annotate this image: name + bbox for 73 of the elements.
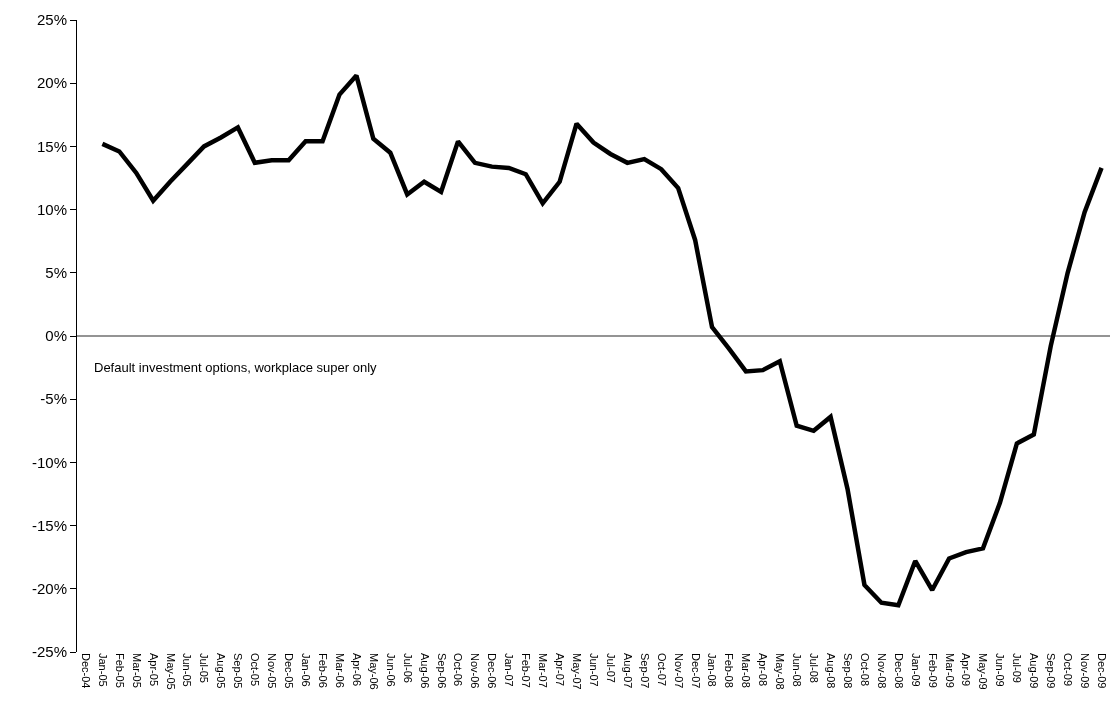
x-tick-label: Jun-05 <box>181 653 194 687</box>
x-tick-label: Feb-08 <box>723 653 736 688</box>
y-tick-label: 25% <box>36 11 67 29</box>
y-tick-label: -15% <box>31 516 67 534</box>
y-tick-label: -25% <box>31 643 67 661</box>
x-tick-label: Apr-07 <box>554 653 567 687</box>
x-tick-label: Jun-07 <box>587 653 600 687</box>
x-tick-label: Feb-07 <box>520 653 533 688</box>
x-tick-label: Oct-06 <box>452 653 465 687</box>
x-tick-label: Oct-09 <box>1062 653 1075 687</box>
x-tick-label: Mar-09 <box>943 653 956 688</box>
x-tick-label: Jul-09 <box>1011 653 1024 683</box>
x-tick-label: Feb-09 <box>926 653 939 688</box>
x-tick-label: Dec-04 <box>79 653 92 689</box>
y-tick-label: 10% <box>36 200 67 218</box>
x-tick-label: Mar-07 <box>537 653 550 688</box>
x-tick-label: Oct-07 <box>655 653 668 687</box>
x-tick-label: Sep-05 <box>232 653 245 689</box>
x-tick-label: Mar-08 <box>740 653 753 688</box>
x-tick-label: Nov-06 <box>469 653 482 689</box>
x-tick-label: Nov-09 <box>1079 653 1092 689</box>
x-tick-label: May-07 <box>570 653 583 690</box>
y-tick-label: 5% <box>45 264 67 282</box>
x-tick-label: Apr-06 <box>350 653 363 687</box>
y-tick-label: -20% <box>31 580 67 598</box>
x-tick-label: Mar-06 <box>333 653 346 688</box>
x-tick-label: Jun-09 <box>994 653 1007 687</box>
x-tick-label: Dec-07 <box>689 653 702 689</box>
x-tick-label: May-09 <box>977 653 990 690</box>
x-tick-label: May-05 <box>164 653 177 690</box>
x-tick-label: Oct-05 <box>249 653 262 687</box>
x-tick-label: Aug-08 <box>825 653 838 689</box>
x-tick-label: Aug-06 <box>418 653 431 689</box>
x-tick-label: Feb-06 <box>316 653 329 688</box>
x-tick-label: Oct-08 <box>858 653 871 687</box>
x-tick-label: Jan-09 <box>909 653 922 687</box>
y-tick-label: 20% <box>36 74 67 92</box>
x-tick-label: Feb-05 <box>113 653 126 688</box>
x-tick-label: Aug-09 <box>1028 653 1041 689</box>
x-tick-label: Jan-05 <box>96 653 109 687</box>
x-tick-label: Aug-05 <box>215 653 228 689</box>
y-tick-label: -10% <box>31 453 67 471</box>
x-tick-label: Jan-06 <box>300 653 313 687</box>
x-tick-label: Dec-09 <box>1095 653 1108 689</box>
x-tick-label: Sep-08 <box>841 653 854 689</box>
annotation: Default investment options, workplace super only <box>94 360 378 375</box>
y-tick-label: -5% <box>40 390 67 408</box>
x-tick-label: Nov-05 <box>266 653 279 689</box>
x-tick-label: Jun-08 <box>791 653 804 687</box>
y-tick-label: 15% <box>36 137 67 155</box>
x-tick-label: Apr-08 <box>757 653 770 687</box>
x-tick-label: Sep-06 <box>435 653 448 689</box>
x-tick-label: Sep-09 <box>1045 653 1058 689</box>
x-tick-label: May-08 <box>774 653 787 690</box>
x-tick-label: May-06 <box>367 653 380 690</box>
x-tick-label: Jul-06 <box>401 653 414 683</box>
x-tick-label: Jan-07 <box>503 653 516 687</box>
x-tick-label: Dec-06 <box>486 653 499 689</box>
x-tick-label: Jun-06 <box>384 653 397 687</box>
x-tick-label: Jul-05 <box>198 653 211 683</box>
x-tick-label: Dec-08 <box>892 653 905 689</box>
x-tick-label: Jul-07 <box>604 653 617 683</box>
x-tick-label: Sep-07 <box>638 653 651 689</box>
x-tick-label: Jan-08 <box>706 653 719 687</box>
x-tick-label: Mar-05 <box>130 653 143 688</box>
x-tick-label: Dec-05 <box>283 653 296 689</box>
x-tick-label: Aug-07 <box>621 653 634 689</box>
x-tick-label: Jul-08 <box>808 653 821 683</box>
x-tick-label: Nov-07 <box>672 653 685 689</box>
x-tick-label: Nov-08 <box>875 653 888 689</box>
y-tick-label: 0% <box>45 327 67 345</box>
x-tick-label: Apr-09 <box>960 653 973 687</box>
x-tick-label: Apr-05 <box>147 653 160 687</box>
